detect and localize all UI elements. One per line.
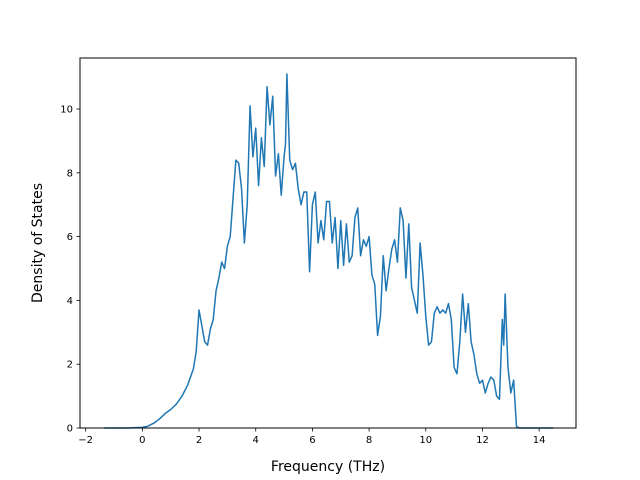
x-tick-label: −2	[78, 435, 93, 446]
y-tick-label: 6	[67, 232, 73, 243]
y-axis-ticks: 0 2 4 6 8 10	[60, 105, 80, 435]
plot-series	[104, 73, 554, 429]
x-tick-label: 10	[419, 435, 432, 446]
x-tick-label: 14	[533, 435, 546, 446]
x-tick-label: 8	[366, 435, 372, 446]
x-tick-label: 0	[139, 435, 145, 446]
x-tick-label: 12	[476, 435, 489, 446]
x-tick-label: 2	[196, 435, 202, 446]
y-tick-label: 8	[67, 168, 73, 179]
axes-frame	[79, 57, 577, 429]
y-axis-label: Density of States	[30, 183, 46, 303]
x-axis-label: Frequency (THz)	[271, 459, 385, 475]
y-tick-label: 0	[67, 424, 73, 435]
y-tick-label: 2	[67, 360, 73, 371]
dos-line	[104, 73, 554, 429]
x-axis-ticks: −2 0 2 4 6 8 10 12 14	[78, 428, 546, 446]
x-tick-label: 4	[253, 435, 259, 446]
y-tick-label: 4	[67, 296, 73, 307]
y-tick-label: 10	[60, 105, 73, 116]
x-tick-label: 6	[309, 435, 315, 446]
